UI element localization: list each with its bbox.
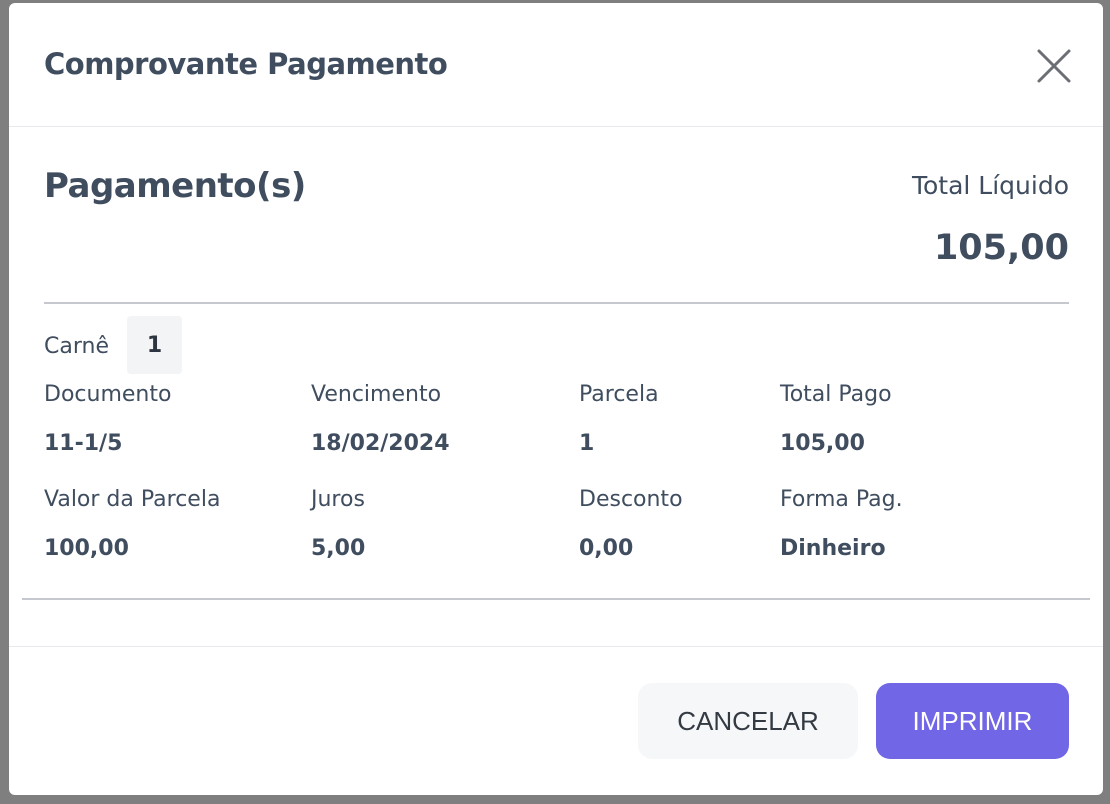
forma-pag-value: Dinheiro bbox=[780, 536, 886, 561]
print-button[interactable]: IMPRIMIR bbox=[876, 683, 1069, 759]
modal-title: Comprovante Pagamento bbox=[44, 47, 448, 81]
documento-value: 11-1/5 bbox=[44, 431, 123, 456]
parcela-label: Parcela bbox=[579, 382, 659, 407]
juros-value: 5,00 bbox=[311, 536, 366, 561]
total-label: Total Líquido bbox=[911, 171, 1069, 200]
payment-receipt-modal: Comprovante Pagamento Pagamento(s) Total… bbox=[9, 3, 1103, 795]
close-icon[interactable] bbox=[1035, 47, 1073, 85]
documento-label: Documento bbox=[44, 382, 172, 407]
juros-label: Juros bbox=[311, 487, 365, 512]
valor-parcela-value: 100,00 bbox=[44, 536, 129, 561]
vencimento-value: 18/02/2024 bbox=[311, 431, 450, 456]
section-heading: Pagamento(s) bbox=[44, 166, 306, 206]
total-pago-value: 105,00 bbox=[780, 431, 865, 456]
valor-parcela-label: Valor da Parcela bbox=[44, 487, 221, 512]
total-pago-label: Total Pago bbox=[780, 382, 892, 407]
divider bbox=[44, 302, 1069, 304]
desconto-value: 0,00 bbox=[579, 536, 634, 561]
cancel-button[interactable]: CANCELAR bbox=[638, 683, 858, 759]
modal-header: Comprovante Pagamento bbox=[9, 3, 1103, 127]
parcela-value: 1 bbox=[579, 431, 595, 456]
total-value: 105,00 bbox=[933, 228, 1069, 268]
desconto-label: Desconto bbox=[579, 487, 683, 512]
carne-label: Carnê bbox=[44, 334, 109, 359]
footer-divider bbox=[9, 646, 1103, 647]
divider bbox=[22, 598, 1090, 600]
forma-pag-label: Forma Pag. bbox=[780, 487, 903, 512]
vencimento-label: Vencimento bbox=[311, 382, 442, 407]
carne-value: 1 bbox=[127, 316, 182, 374]
